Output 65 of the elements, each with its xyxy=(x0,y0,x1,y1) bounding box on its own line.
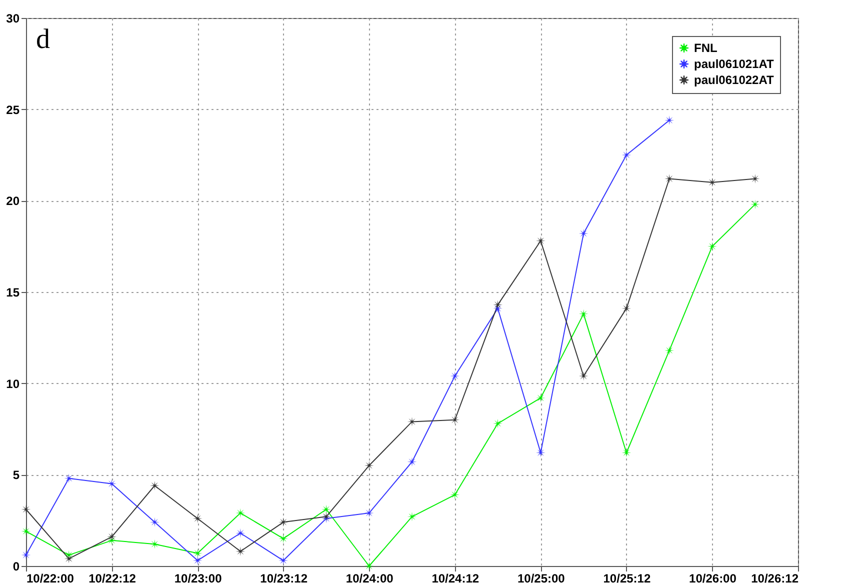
point xyxy=(536,393,546,403)
point xyxy=(407,416,417,426)
point xyxy=(236,528,246,538)
point xyxy=(622,150,632,160)
point xyxy=(364,460,374,470)
point xyxy=(236,546,246,556)
point xyxy=(750,200,760,210)
annotation: d xyxy=(36,24,50,55)
point xyxy=(622,304,632,314)
point xyxy=(750,174,760,184)
x-tick-label: 10/24:00 xyxy=(346,572,394,586)
x-tick-label: 10/22:00 xyxy=(26,572,74,586)
point xyxy=(664,174,674,184)
y-tick-label: 20 xyxy=(6,194,20,208)
point xyxy=(192,548,202,558)
point xyxy=(278,517,288,527)
point xyxy=(192,556,202,566)
point xyxy=(578,371,588,381)
x-tick-label: 10/23:00 xyxy=(174,572,222,586)
point xyxy=(450,371,460,381)
point xyxy=(64,474,74,484)
y-tick-label: 15 xyxy=(6,286,20,300)
point xyxy=(407,457,417,467)
x-tick-label: 10/22:12 xyxy=(88,572,136,586)
point xyxy=(278,556,288,566)
x-tick-label: 10/26:12 xyxy=(751,572,799,586)
point xyxy=(278,534,288,544)
x-tick-label: 10/25:00 xyxy=(517,572,566,586)
point xyxy=(578,228,588,238)
point xyxy=(21,526,31,536)
point xyxy=(707,242,717,252)
point xyxy=(321,504,331,514)
y-tick-label: 30 xyxy=(6,12,20,26)
point xyxy=(493,300,503,310)
point xyxy=(622,448,632,458)
point xyxy=(364,508,374,518)
point xyxy=(407,512,417,522)
y-tick-label: 25 xyxy=(6,102,20,117)
point xyxy=(664,346,674,356)
x-tick-label: 10/25:12 xyxy=(603,572,651,586)
legend-label: FNL xyxy=(694,41,718,55)
point xyxy=(536,236,546,246)
point xyxy=(450,490,460,500)
y-tick-label: 5 xyxy=(12,468,20,482)
point xyxy=(107,532,117,542)
legend-label: paul061022AT xyxy=(694,73,774,87)
x-tick-label: 10/23:12 xyxy=(260,572,308,586)
point xyxy=(107,479,117,489)
point xyxy=(21,504,31,514)
y-tick-label: 10 xyxy=(6,376,20,391)
point xyxy=(150,517,160,527)
y-tick-label: 0 xyxy=(12,560,20,574)
point xyxy=(364,561,374,571)
point xyxy=(64,554,74,564)
point xyxy=(664,116,674,126)
x-tick-label: 10/26:00 xyxy=(689,572,737,586)
point xyxy=(450,415,460,425)
legend-label: paul061021AT xyxy=(694,57,774,71)
point xyxy=(493,418,503,428)
point xyxy=(236,508,246,518)
point xyxy=(536,448,546,458)
x-tick-label: 10/24:12 xyxy=(432,572,480,586)
point xyxy=(578,309,588,319)
point xyxy=(150,480,160,490)
point xyxy=(150,539,160,549)
